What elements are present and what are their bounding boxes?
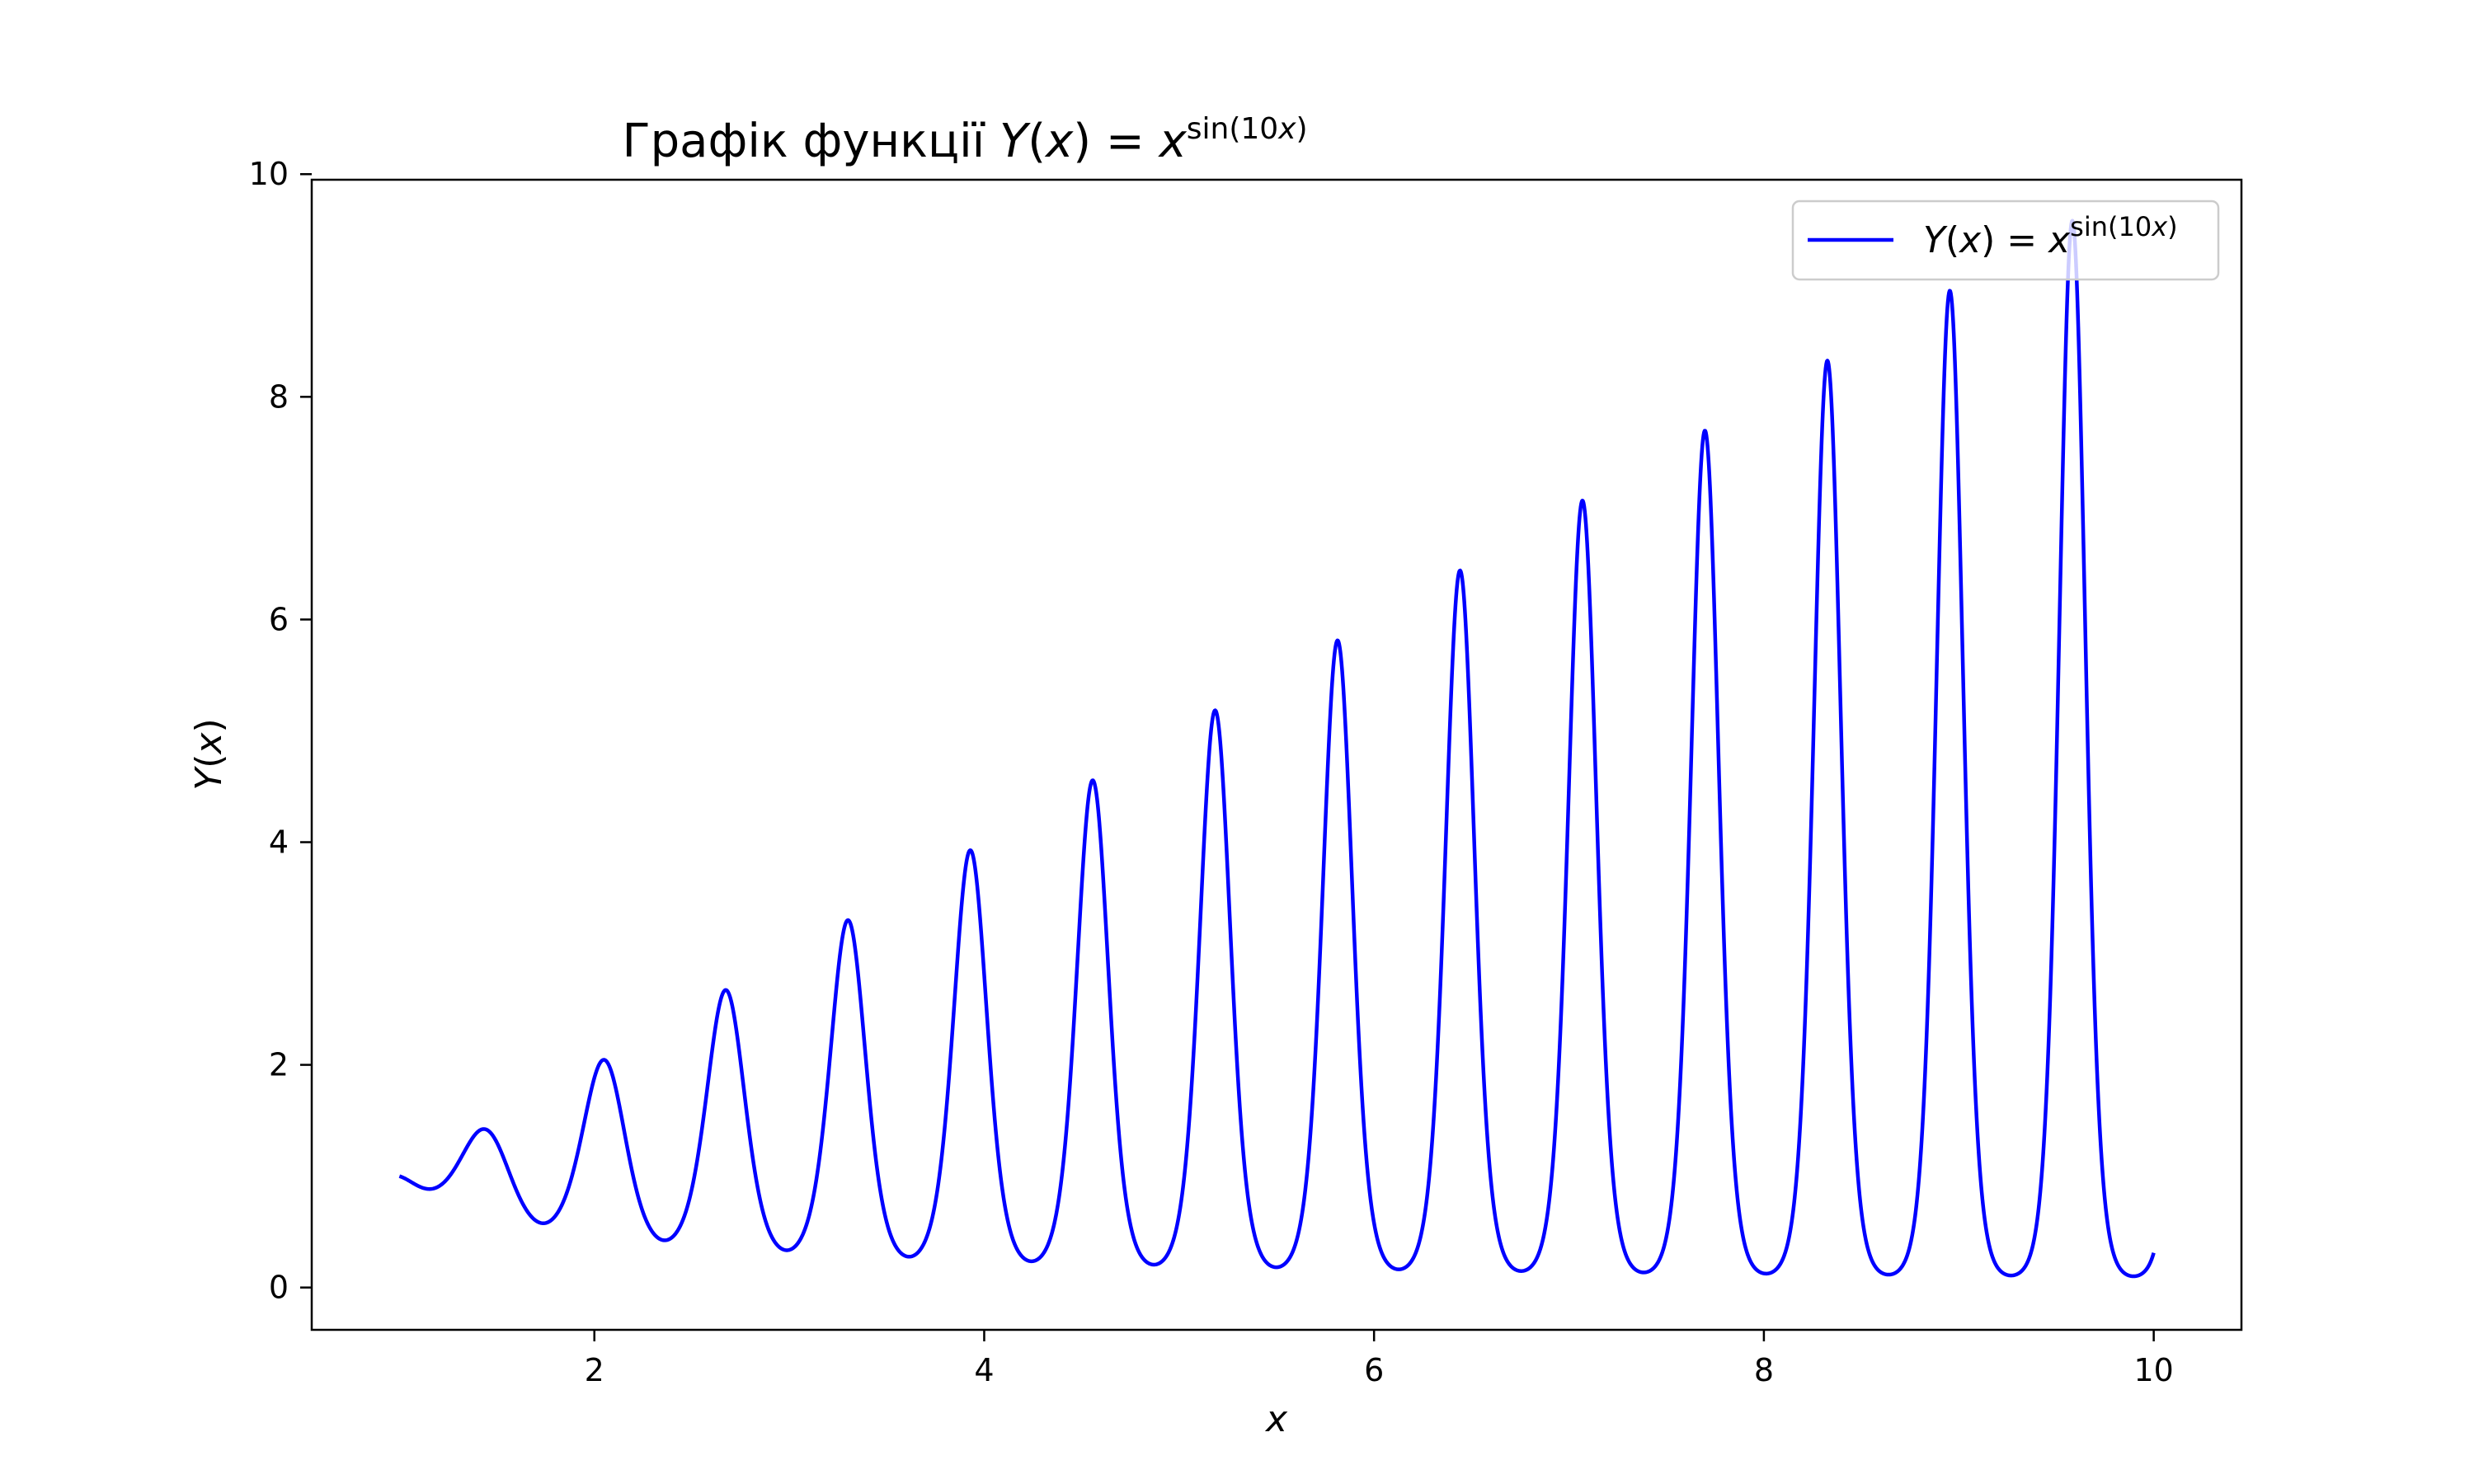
y-tick-label: 8 (269, 378, 289, 415)
x-tick-label: 2 (585, 1352, 604, 1388)
x-axis-label: x (1264, 1398, 1288, 1440)
x-tick-label: 8 (1754, 1352, 1774, 1388)
axes-frame (310, 178, 2243, 1331)
legend-label: Y(x) = xsin(10x) (1923, 211, 2178, 261)
y-tick-label: 10 (249, 156, 289, 192)
chart-title: Графік функції Y(x) = xsin(10x) (622, 112, 1307, 168)
y-tick-label: 4 (269, 824, 289, 861)
legend-box (1791, 200, 2220, 281)
legend: Y(x) = xsin(10x) (1791, 200, 2220, 281)
x-axis: 2 4 6 8 10 (585, 1330, 2174, 1388)
x-tick-label: 6 (1364, 1352, 1384, 1388)
y-axis: 0 2 4 6 8 10 (249, 156, 312, 1306)
x-tick-label: 10 (2133, 1352, 2173, 1388)
y-axis-label: Y(x) (188, 718, 230, 790)
y-tick-label: 6 (269, 601, 289, 637)
series-line (397, 218, 2156, 1279)
y-tick-label: 2 (269, 1047, 289, 1083)
y-tick-label: 0 (269, 1270, 289, 1306)
plot-area (397, 218, 2156, 1279)
x-tick-label: 4 (974, 1352, 994, 1388)
